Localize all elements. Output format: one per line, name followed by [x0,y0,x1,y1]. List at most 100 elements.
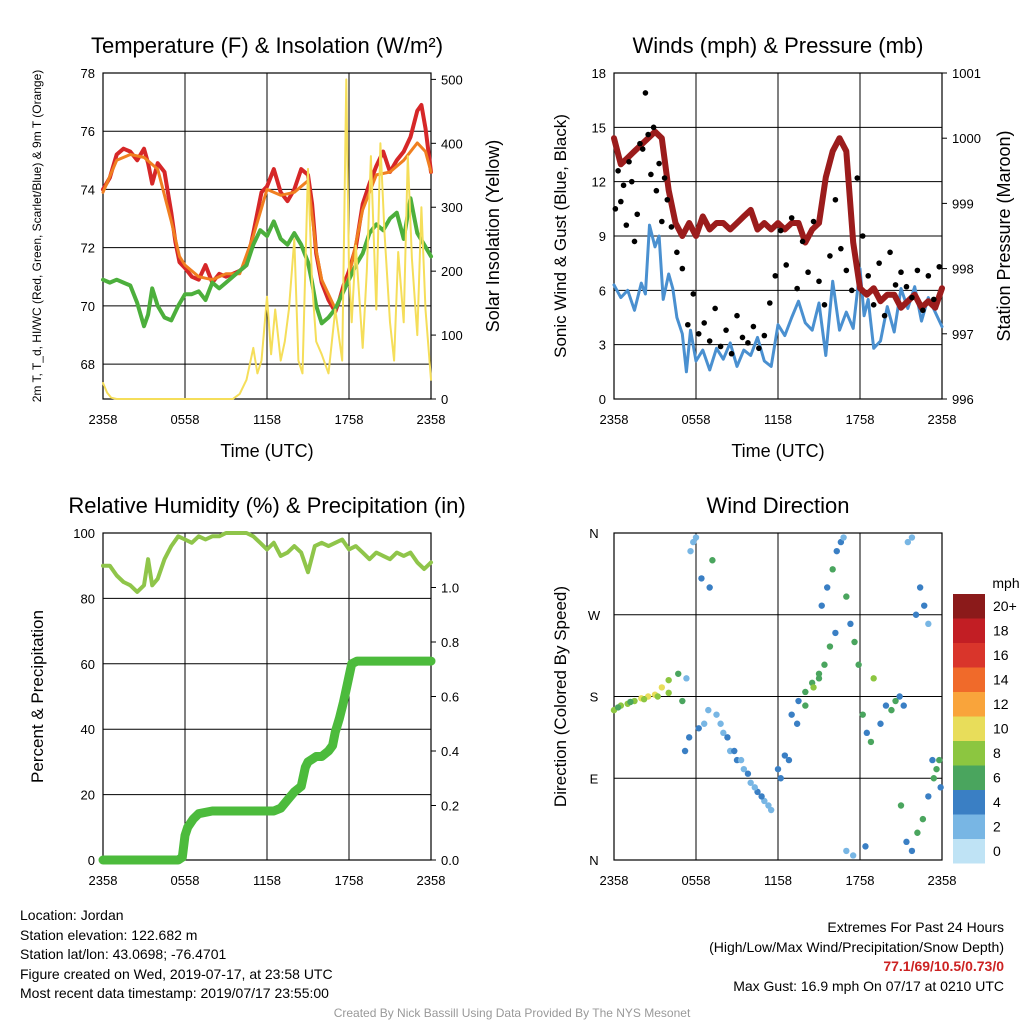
wind-ytick-label: 9 [599,229,606,244]
wind-gust-point [843,267,850,274]
wind-gust-point [706,338,713,344]
dir-ytick-label: E [590,771,599,786]
dir-xtick-label: 0558 [682,873,711,888]
dir-point [681,747,689,755]
wind-gust-point [810,218,817,225]
temp-y2tick-label: 500 [441,72,463,87]
dir-point [859,711,866,718]
colorbar-swatch [953,814,985,839]
dir-point [654,693,661,700]
dir-point [685,734,693,741]
wind-gust-point [859,233,866,239]
wind-gust-point [892,282,899,288]
dir-point [855,661,862,668]
colorbar-swatch [953,643,985,668]
wind-gust-point [634,211,641,218]
rh-plot-frame [102,532,432,861]
dir-point [821,661,828,668]
dir-point [937,784,944,791]
dir-point [765,802,772,809]
wind-gust-point [623,222,630,228]
extremes-subtitle: (High/Low/Max Wind/Precipitation/Snow De… [709,938,1004,955]
wind-gust-point [626,158,632,165]
wind-gust-point [615,168,621,174]
temp-y2tick-label: 200 [441,264,463,279]
colorbar-swatch [953,716,985,741]
wind-gust-point [772,273,779,279]
colorbar-label: 14 [993,672,1009,688]
dir-point [709,557,716,564]
dir-point [706,584,713,591]
wind-gust-point [761,332,768,339]
dir-point [847,620,854,628]
wind-gust-point [739,334,746,341]
colorbar-label: 10 [993,721,1009,737]
wind-xlabel: Time (UTC) [731,441,824,461]
dir-point [751,784,758,791]
wind-ylabel: Sonic Wind & Gust (Blue, Black) [551,114,570,358]
dir-point [912,611,920,618]
figure-created: Figure created on Wed, 2019-07-17, at 23… [20,965,333,982]
wind-gust-point [645,131,651,138]
wind-gust-point [827,253,833,259]
wind-series-station-pressure [611,128,945,311]
wind-ytick-label: 0 [599,392,606,407]
temp-ytick-label: 70 [81,299,95,314]
dir-ytick-label: S [590,690,599,705]
rh-y2tick-label: 0.8 [441,635,459,650]
temp-xlabel: Time (UTC) [220,441,313,461]
colorbar-label: 20+ [993,598,1017,614]
dir-point [687,547,694,555]
temp-plot-frame [102,72,432,400]
rh-ytick-label: 80 [81,591,95,606]
wind-gust-point [690,291,697,297]
wind-gust-point [903,283,910,290]
dir-xtick-label: 1158 [764,873,792,888]
dir-xtick-label: 2358 [928,873,957,888]
colorbar-label: 6 [993,770,1001,786]
dir-point [679,697,686,705]
station-info: Location: Jordan Station elevation: 122.… [20,906,333,1004]
wind-gust-point [799,238,806,245]
wind-gust-point [936,263,943,270]
colorbar-label: 2 [993,819,1001,835]
dir-point [833,547,840,555]
wind-gust-point [870,302,877,308]
wind-xtick-label: 2358 [600,412,629,427]
colorbar-swatch [953,618,985,643]
dir-point [698,575,705,582]
wind-gust-point [656,160,662,167]
dir-point [904,538,912,546]
rh-ytick-label: 0 [88,853,95,868]
dir-point [724,734,731,741]
rh-ytick-label: 20 [81,788,95,803]
dir-point [793,720,801,727]
dir-point [829,566,836,573]
recent-timestamp: Most recent data timestamp: 2019/07/17 2… [20,985,329,1002]
wind-ytick-label: 3 [599,338,606,353]
colorbar-label: 18 [993,623,1009,639]
dir-point [882,702,890,709]
colorbar-swatch [953,667,985,692]
wind-gust-point [767,300,773,306]
dir-point [802,702,809,709]
dir-ylabel: Direction (Colored By Speed) [551,586,570,807]
dir-point [731,747,738,755]
rh-xtick-label: 2358 [89,873,118,888]
temp-ytick-label: 78 [81,66,95,81]
dir-point [867,738,875,746]
wind-gust-point [728,350,735,357]
dir-point [614,704,622,711]
credit-line: Created By Nick Bassill Using Data Provi… [333,1006,691,1020]
temp-xtick-label: 1158 [253,412,281,427]
colorbar-swatch [953,692,985,717]
dir-point [777,775,784,782]
wind-gust-point [887,249,893,256]
dir-point [665,689,672,697]
temp-series-solar-insolation [102,78,432,400]
dir-point [788,711,795,718]
rh-ylabel: Percent & Precipitation [28,610,47,783]
rh-ytick-label: 40 [81,722,95,737]
dir-ytick-label: N [589,526,598,541]
